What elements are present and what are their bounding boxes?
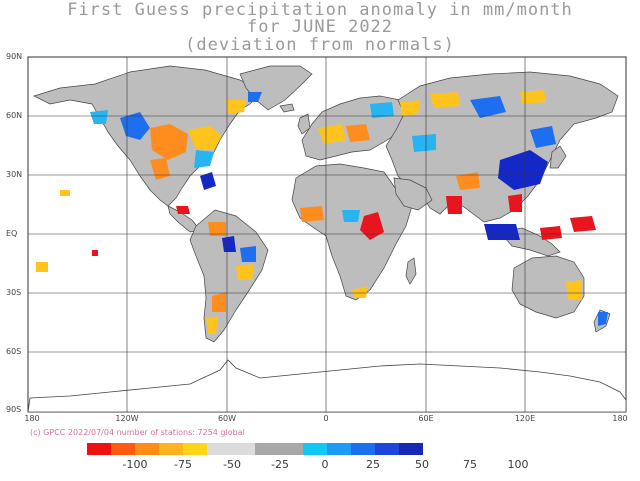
wet-patch bbox=[342, 210, 360, 222]
africa bbox=[291, 163, 413, 301]
lat-label-90n: 90N bbox=[6, 52, 23, 61]
wet-patch bbox=[240, 246, 256, 262]
map-title-line-1: First Guess precipitation anomaly in mm/… bbox=[67, 0, 573, 20]
dry-patch bbox=[150, 124, 188, 160]
slight-dry-patch bbox=[188, 126, 222, 150]
colorbar-label-50: 50 bbox=[415, 458, 429, 471]
colorbar-label-minus-100: -100 bbox=[122, 458, 148, 471]
lat-label-30s: 30S bbox=[6, 288, 22, 297]
strong-wet-patch bbox=[498, 150, 548, 190]
colorbar-label-minus-25: -25 bbox=[271, 458, 289, 471]
colorbar-label-75: 75 bbox=[463, 458, 477, 471]
colorbar-label-25: 25 bbox=[366, 458, 380, 471]
colorbar-swatch bbox=[183, 443, 207, 455]
slight-dry-patch bbox=[60, 190, 70, 196]
graticule bbox=[28, 57, 626, 412]
colorbar-swatch bbox=[111, 443, 135, 455]
japan bbox=[549, 145, 567, 169]
antarctica bbox=[27, 359, 627, 413]
strong-wet-patch bbox=[200, 172, 216, 190]
lon-label-60w: 60W bbox=[217, 414, 237, 423]
lon-label-120e: 120E bbox=[514, 414, 536, 423]
strong-dry-patch bbox=[540, 226, 562, 240]
map-title-line-3: (deviation from normals) bbox=[185, 35, 455, 55]
colorbar bbox=[87, 443, 423, 455]
colorbar-swatch bbox=[207, 443, 231, 455]
colorbar-swatch bbox=[399, 443, 423, 455]
colorbar-swatch bbox=[159, 443, 183, 455]
iceland bbox=[279, 103, 295, 113]
wet-patch bbox=[120, 112, 150, 140]
dry-patch bbox=[456, 172, 480, 190]
strong-dry-patch bbox=[360, 212, 384, 240]
slight-dry-patch bbox=[566, 280, 582, 300]
strong-wet-patch bbox=[484, 224, 520, 240]
dry-patch bbox=[212, 292, 226, 312]
strong-dry-patch bbox=[570, 216, 596, 232]
lat-label-60s: 60S bbox=[6, 347, 22, 356]
wet-patch bbox=[370, 102, 394, 118]
data-credit: (c) GPCC 2022/07/04 number of stations: … bbox=[30, 428, 245, 437]
anomaly-patches bbox=[36, 90, 608, 334]
slight-dry-patch bbox=[520, 90, 546, 104]
british-isles bbox=[297, 113, 311, 135]
slight-dry-patch bbox=[352, 286, 368, 298]
colorbar-swatch bbox=[279, 443, 303, 455]
slight-dry-patch bbox=[36, 262, 48, 272]
strong-dry-patch bbox=[508, 194, 522, 212]
wet-patch bbox=[598, 312, 608, 326]
map-title-line-2: for JUNE 2022 bbox=[246, 17, 394, 37]
lon-label-120w: 120W bbox=[115, 414, 139, 423]
lat-label-60n: 60N bbox=[6, 111, 23, 120]
slight-dry-patch bbox=[236, 264, 254, 280]
slight-dry-patch bbox=[206, 316, 218, 334]
lon-label-60e: 60E bbox=[418, 414, 434, 423]
strong-dry-patch bbox=[446, 196, 462, 214]
australia bbox=[511, 255, 585, 319]
wet-patch bbox=[412, 134, 436, 152]
slight-dry-patch bbox=[400, 100, 420, 116]
lon-label-0: 0 bbox=[323, 414, 329, 423]
dry-patch bbox=[346, 124, 370, 142]
wet-patch bbox=[248, 92, 262, 102]
lat-label-30n: 30N bbox=[6, 170, 23, 179]
wet-patch bbox=[90, 110, 108, 124]
colorbar-swatch bbox=[303, 443, 327, 455]
slight-dry-patch bbox=[430, 92, 460, 108]
colorbar-swatch bbox=[135, 443, 159, 455]
slight-dry-patch bbox=[318, 124, 346, 144]
dry-patch bbox=[150, 158, 170, 180]
colorbar-label-100: 100 bbox=[507, 458, 529, 471]
lat-label-90s: 90S bbox=[6, 405, 22, 414]
wet-patch bbox=[470, 96, 506, 118]
strong-wet-patch bbox=[222, 236, 236, 252]
south-america bbox=[189, 209, 269, 343]
colorbar-label-minus-75: -75 bbox=[174, 458, 192, 471]
wet-patch bbox=[530, 126, 556, 148]
colorbar-swatch bbox=[255, 443, 279, 455]
lat-label-eq: EQ bbox=[6, 229, 18, 238]
dry-patch bbox=[208, 222, 226, 236]
colorbar-swatch bbox=[87, 443, 111, 455]
colorbar-swatch bbox=[231, 443, 255, 455]
lon-label-180e: 180 bbox=[612, 414, 628, 423]
madagascar bbox=[405, 257, 417, 285]
strong-dry-patch bbox=[176, 206, 190, 214]
colorbar-label-minus-50: -50 bbox=[223, 458, 241, 471]
colorbar-swatch bbox=[351, 443, 375, 455]
colorbar-swatch bbox=[375, 443, 399, 455]
lon-label-180w: 180 bbox=[24, 414, 40, 423]
north-america bbox=[33, 65, 263, 207]
arabian-peninsula bbox=[393, 177, 433, 211]
colorbar-label-0: 0 bbox=[321, 458, 329, 471]
dry-patch bbox=[300, 206, 324, 222]
slight-dry-patch bbox=[226, 100, 246, 114]
wet-patch bbox=[194, 150, 214, 168]
colorbar-swatch bbox=[327, 443, 351, 455]
strong-dry-patch bbox=[92, 250, 98, 256]
